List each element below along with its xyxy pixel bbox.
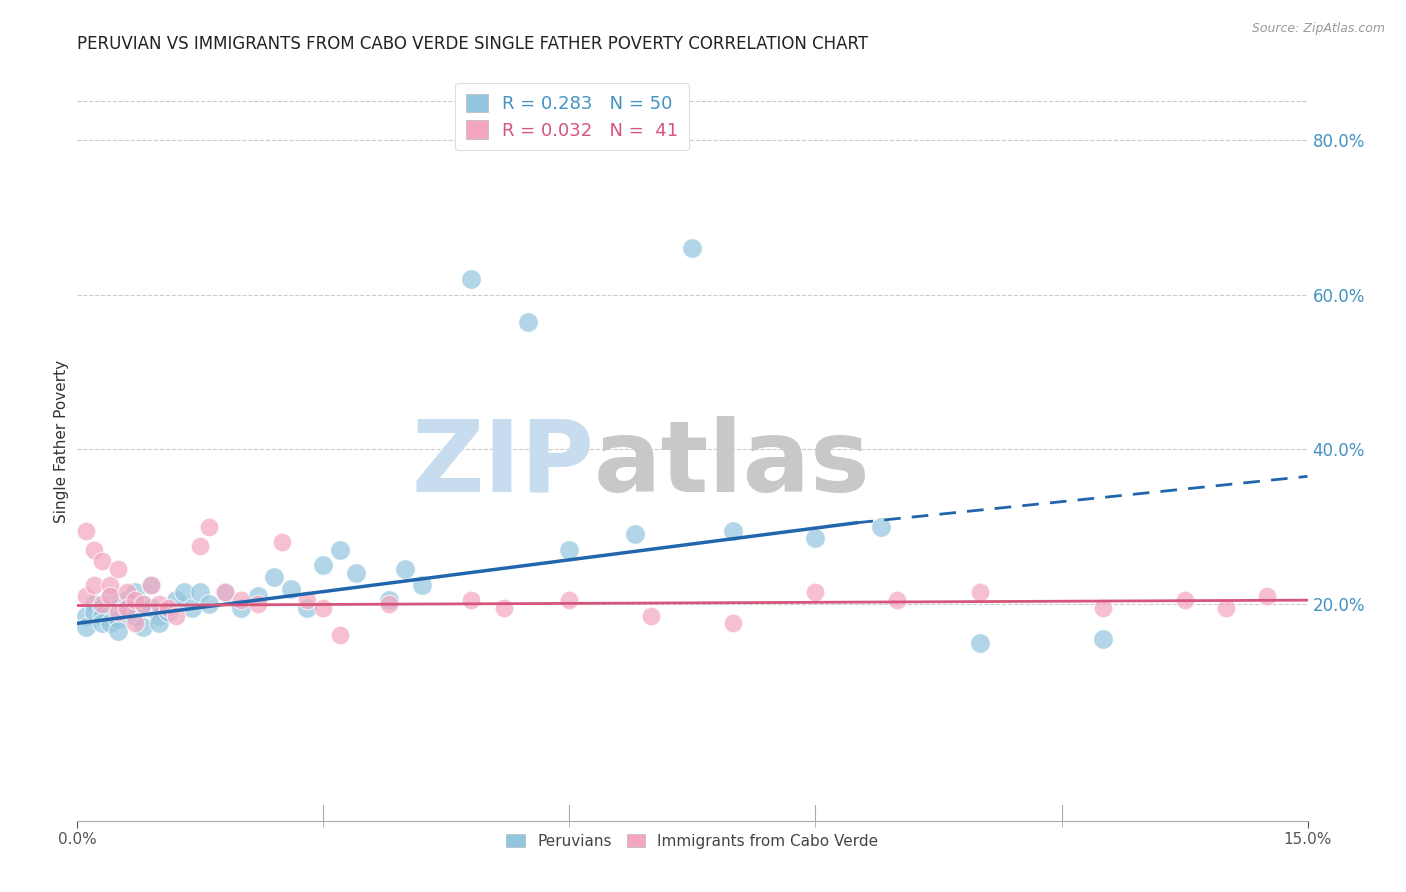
Point (75, 620, 97, 634)
Point (124, 608, 146, 623)
Point (1091, 632, 1114, 646)
Point (148, 616, 170, 631)
Point (83, 542, 105, 557)
Point (969, 636, 991, 650)
Point (90, 554, 114, 568)
Point (344, 566, 367, 580)
Point (132, 597, 155, 611)
Point (329, 542, 352, 557)
Point (75, 524, 97, 538)
Point (312, 600, 335, 615)
Point (90, 616, 114, 631)
Point (107, 624, 129, 639)
Point (517, 315, 540, 329)
Point (141, 600, 163, 615)
Point (295, 593, 318, 607)
Point (115, 585, 138, 599)
Point (148, 608, 170, 623)
Point (115, 600, 138, 615)
Point (231, 600, 253, 615)
Point (173, 585, 195, 599)
Point (214, 585, 236, 599)
Point (181, 600, 204, 615)
Text: PERUVIAN VS IMMIGRANTS FROM CABO VERDE SINGLE FATHER POVERTY CORRELATION CHART: PERUVIAN VS IMMIGRANTS FROM CABO VERDE S… (77, 35, 869, 53)
Point (188, 539, 212, 553)
Point (107, 600, 129, 615)
Point (188, 585, 212, 599)
Point (90, 600, 114, 615)
Point (141, 577, 163, 591)
Point (1174, 593, 1197, 607)
Point (98, 589, 121, 603)
Point (165, 608, 187, 623)
Point (83, 597, 105, 611)
Point (1215, 600, 1237, 615)
Point (165, 593, 187, 607)
Point (115, 593, 138, 607)
Point (156, 600, 179, 615)
Point (246, 597, 269, 611)
Point (75, 589, 97, 603)
Point (197, 519, 219, 533)
Point (886, 593, 908, 607)
Point (280, 582, 302, 596)
Legend: Peruvians, Immigrants from Cabo Verde: Peruvians, Immigrants from Cabo Verde (501, 828, 884, 855)
Point (492, 600, 515, 615)
Point (83, 605, 105, 619)
Point (83, 577, 105, 591)
Point (90, 597, 114, 611)
Point (870, 519, 893, 533)
Point (394, 562, 416, 576)
Point (558, 593, 581, 607)
Point (214, 585, 236, 599)
Point (378, 593, 401, 607)
Point (107, 605, 129, 619)
Point (124, 593, 146, 607)
Point (723, 524, 745, 538)
Point (90, 608, 114, 623)
Point (263, 570, 285, 584)
Point (460, 593, 482, 607)
Point (295, 600, 318, 615)
Point (107, 612, 129, 626)
Point (231, 593, 253, 607)
Point (804, 585, 827, 599)
Point (98, 616, 121, 631)
Point (1256, 589, 1278, 603)
Text: atlas: atlas (595, 416, 870, 513)
Point (558, 542, 581, 557)
Point (378, 597, 401, 611)
Point (132, 597, 155, 611)
Point (197, 597, 219, 611)
Point (115, 600, 138, 615)
Point (329, 628, 352, 642)
Point (98, 577, 121, 591)
Point (682, 241, 704, 255)
Point (624, 527, 647, 541)
Point (1091, 600, 1114, 615)
Point (312, 558, 335, 573)
Y-axis label: Single Father Poverty: Single Father Poverty (53, 360, 69, 523)
Point (124, 616, 146, 631)
Point (141, 577, 163, 591)
Text: Source: ZipAtlas.com: Source: ZipAtlas.com (1251, 22, 1385, 36)
Point (804, 531, 827, 545)
Point (156, 605, 179, 619)
Point (640, 608, 662, 623)
Text: ZIP: ZIP (411, 416, 595, 513)
Point (148, 597, 170, 611)
Point (124, 585, 146, 599)
Point (246, 589, 269, 603)
Point (411, 577, 433, 591)
Point (271, 535, 294, 549)
Point (723, 616, 745, 631)
Point (969, 585, 991, 599)
Point (98, 589, 121, 603)
Point (75, 608, 97, 623)
Point (460, 272, 482, 286)
Point (107, 562, 129, 576)
Point (132, 620, 155, 634)
